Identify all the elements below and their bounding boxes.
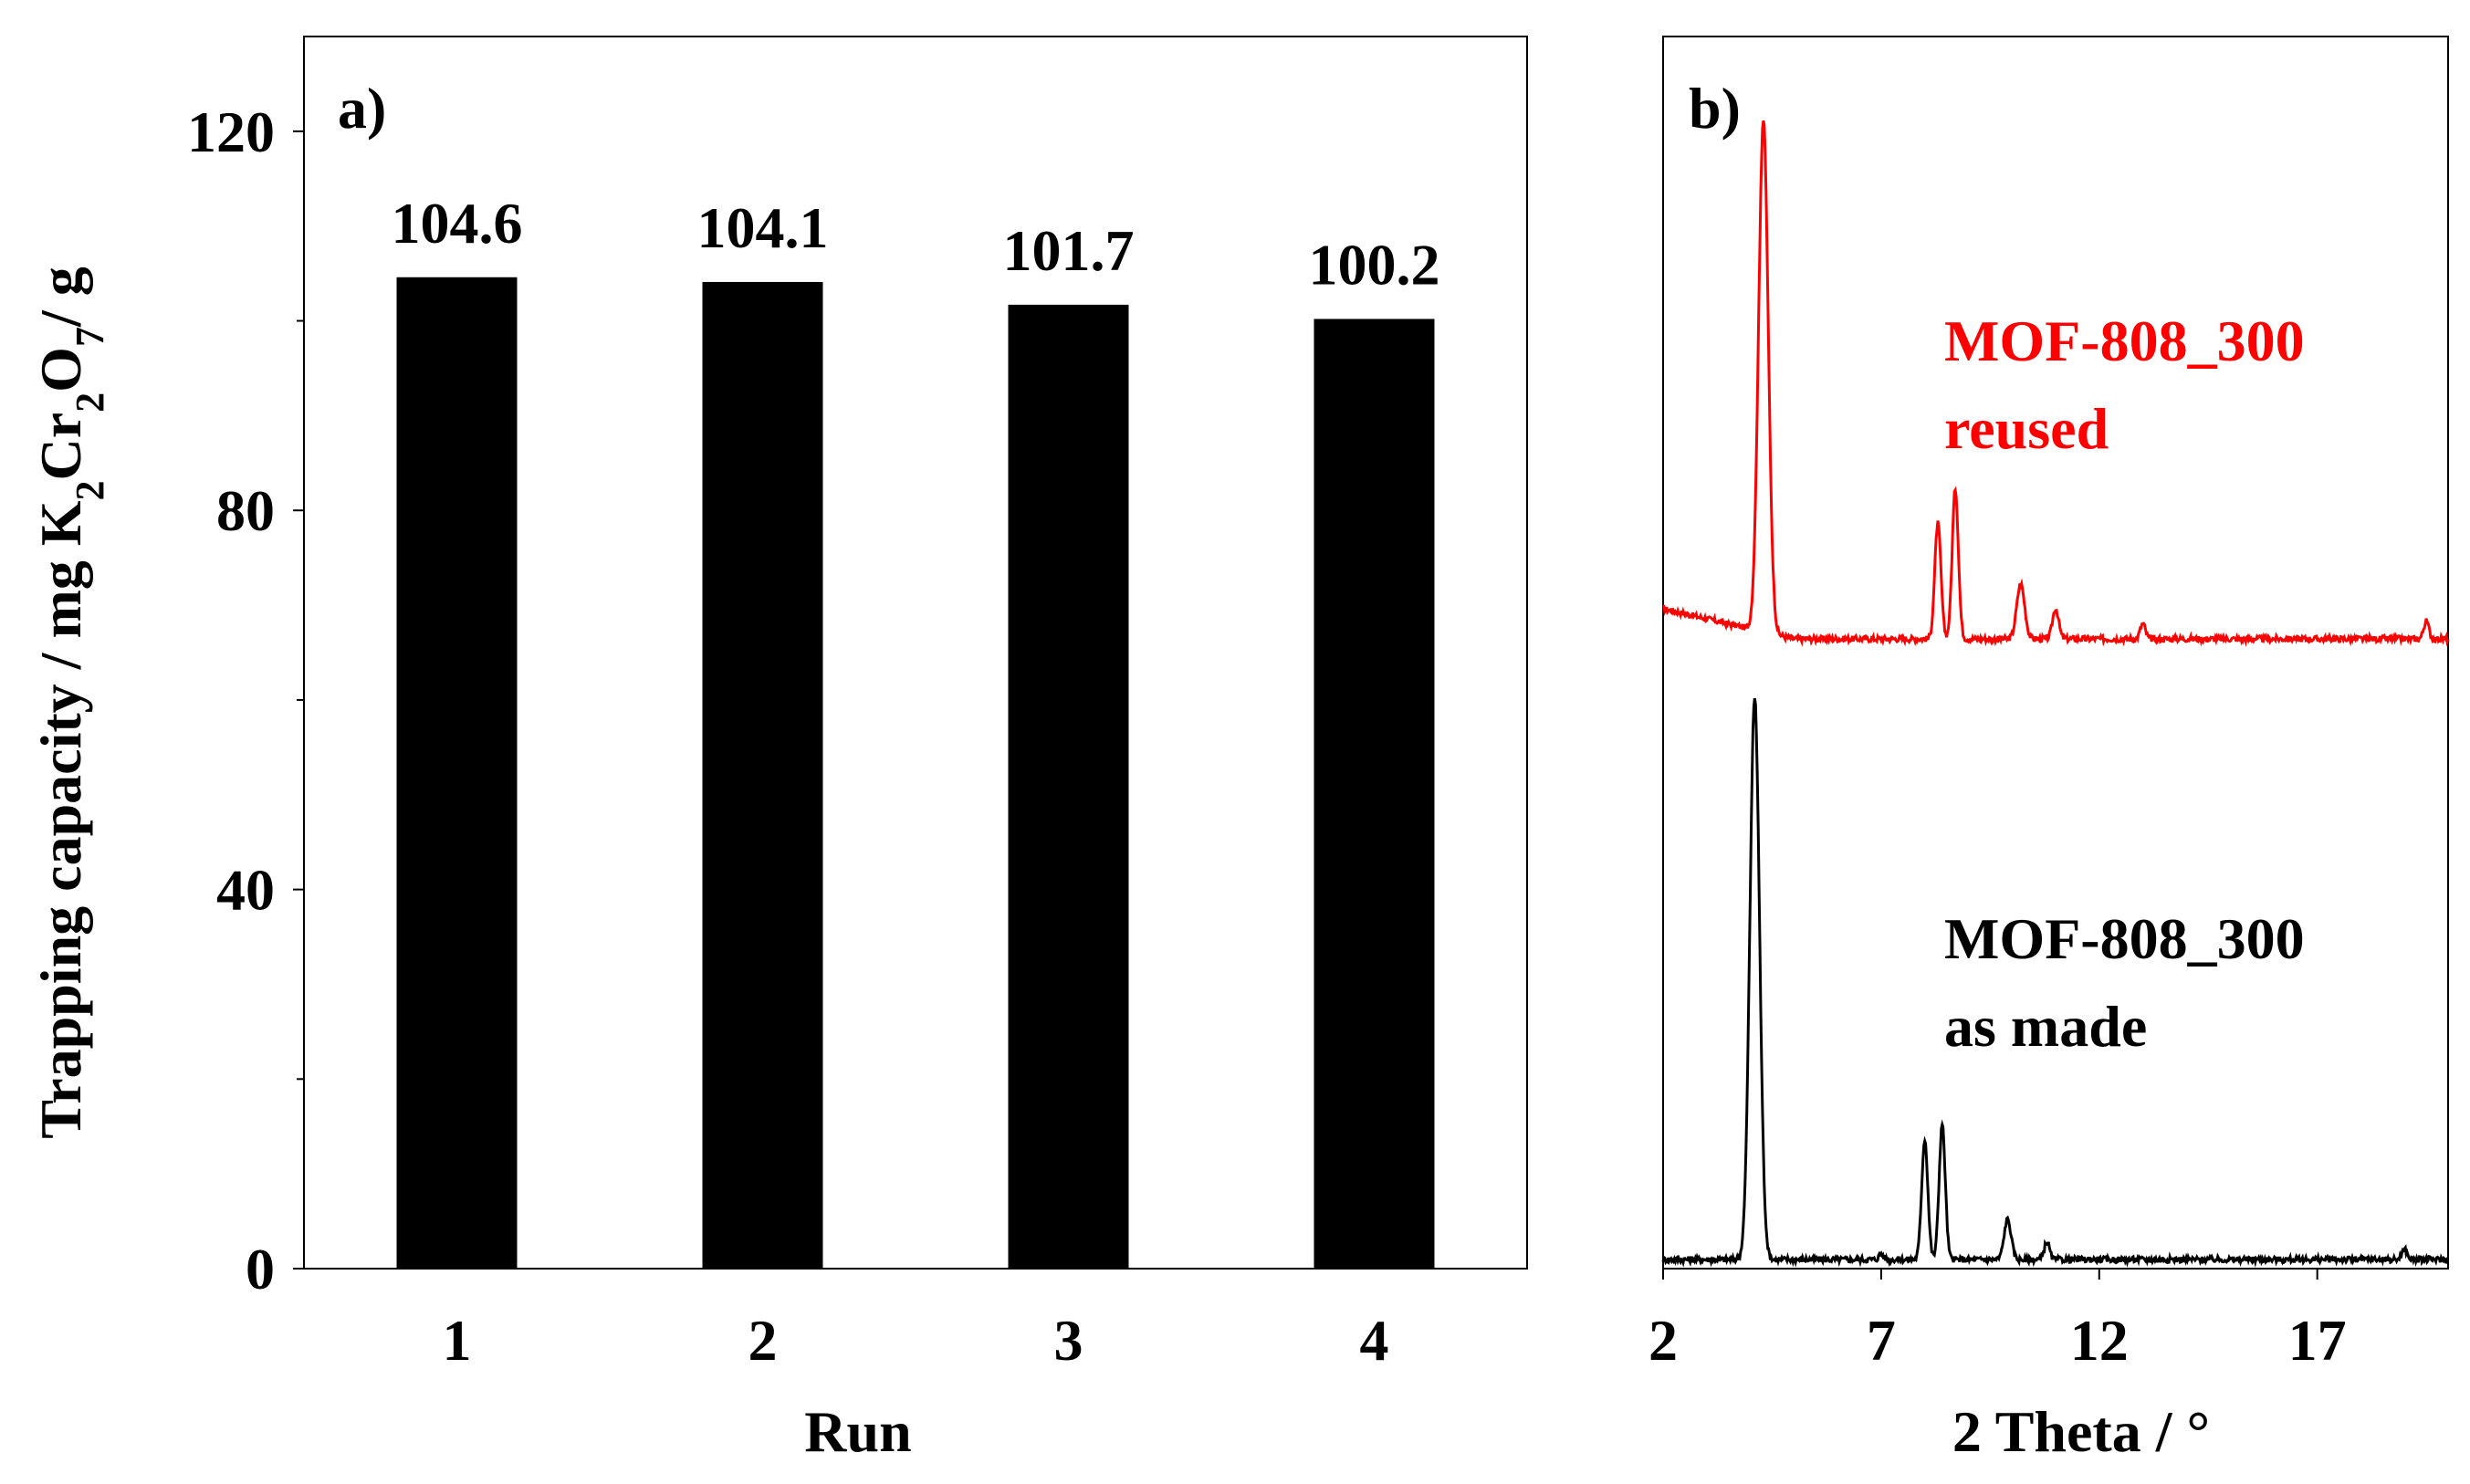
panel-a-bars: 104.6 104.1 101.7 100.2 — [392, 191, 1440, 1269]
panel-b-series-label: as made — [1944, 994, 2147, 1059]
panel-b-x-axis: 2 7 12 17 — [1648, 1269, 2347, 1373]
panel-a-label: a) — [338, 76, 386, 141]
panel-a-bar-value-label: 104.1 — [697, 195, 829, 260]
panel-a-y-axis: 0 40 80 120 — [187, 99, 304, 1301]
panel-b-plot-frame — [1662, 36, 2449, 1270]
panel-b-x-tick-label: 7 — [1867, 1308, 1896, 1373]
panel-a-x-axis-title: Run — [804, 1399, 911, 1464]
panel-a-bar-chart: a) 0 40 80 120 104.6 104.1 101.7 100.2 1 2 3 4 Ru… — [28, 36, 1528, 1464]
panel-a-bar-value-label: 100.2 — [1309, 232, 1440, 297]
panel-b-series-label: MOF-808_300 — [1944, 308, 2305, 373]
panel-a-x-tick-label: 2 — [748, 1308, 778, 1373]
panel-a-x-tick-labels: 1 2 3 4 — [443, 1308, 1389, 1373]
panel-a-x-tick-label: 4 — [1360, 1308, 1389, 1373]
panel-b-series-line — [1662, 120, 2450, 647]
panel-b-label: b) — [1689, 76, 1741, 141]
panel-b-series-line — [1661, 697, 2450, 1268]
panel-a-y-axis-title: Trapping capacity / mg K2Cr2O7/ g — [28, 266, 112, 1138]
panel-a-bar-value-label: 101.7 — [1003, 218, 1135, 283]
panel-b-x-tick-label: 2 — [1648, 1308, 1678, 1373]
panel-a-bar-value-label: 104.6 — [392, 191, 523, 256]
panel-a-y-tick-label: 80 — [216, 478, 275, 543]
panel-b-series-label: reused — [1944, 396, 2109, 461]
panel-a-y-tick-label: 120 — [187, 99, 275, 164]
panel-b-series-label: MOF-808_300 — [1944, 906, 2305, 971]
panel-b-x-axis-title: 2 Theta / ° — [1952, 1399, 2210, 1464]
panel-a-bar — [1313, 319, 1435, 1269]
panel-a-y-tick-label: 40 — [216, 858, 275, 923]
panel-a-x-tick-label: 1 — [443, 1308, 472, 1373]
panel-a-bar — [702, 281, 823, 1269]
panel-b-x-tick-label: 17 — [2288, 1308, 2347, 1373]
panel-a-y-tick-label: 0 — [246, 1237, 275, 1301]
panel-a-bar — [1008, 304, 1129, 1269]
panel-a-plot-frame — [303, 36, 1528, 1270]
panel-b-series-lines — [1661, 120, 2450, 1268]
panel-b-x-tick-label: 12 — [2070, 1308, 2129, 1373]
panel-b-xrd-chart: b) 2 7 12 17 MOF-808_300reusedMOF-808_300as… — [1648, 36, 2450, 1464]
panel-a-bar — [396, 277, 518, 1269]
panel-a-x-tick-label: 3 — [1054, 1308, 1083, 1373]
